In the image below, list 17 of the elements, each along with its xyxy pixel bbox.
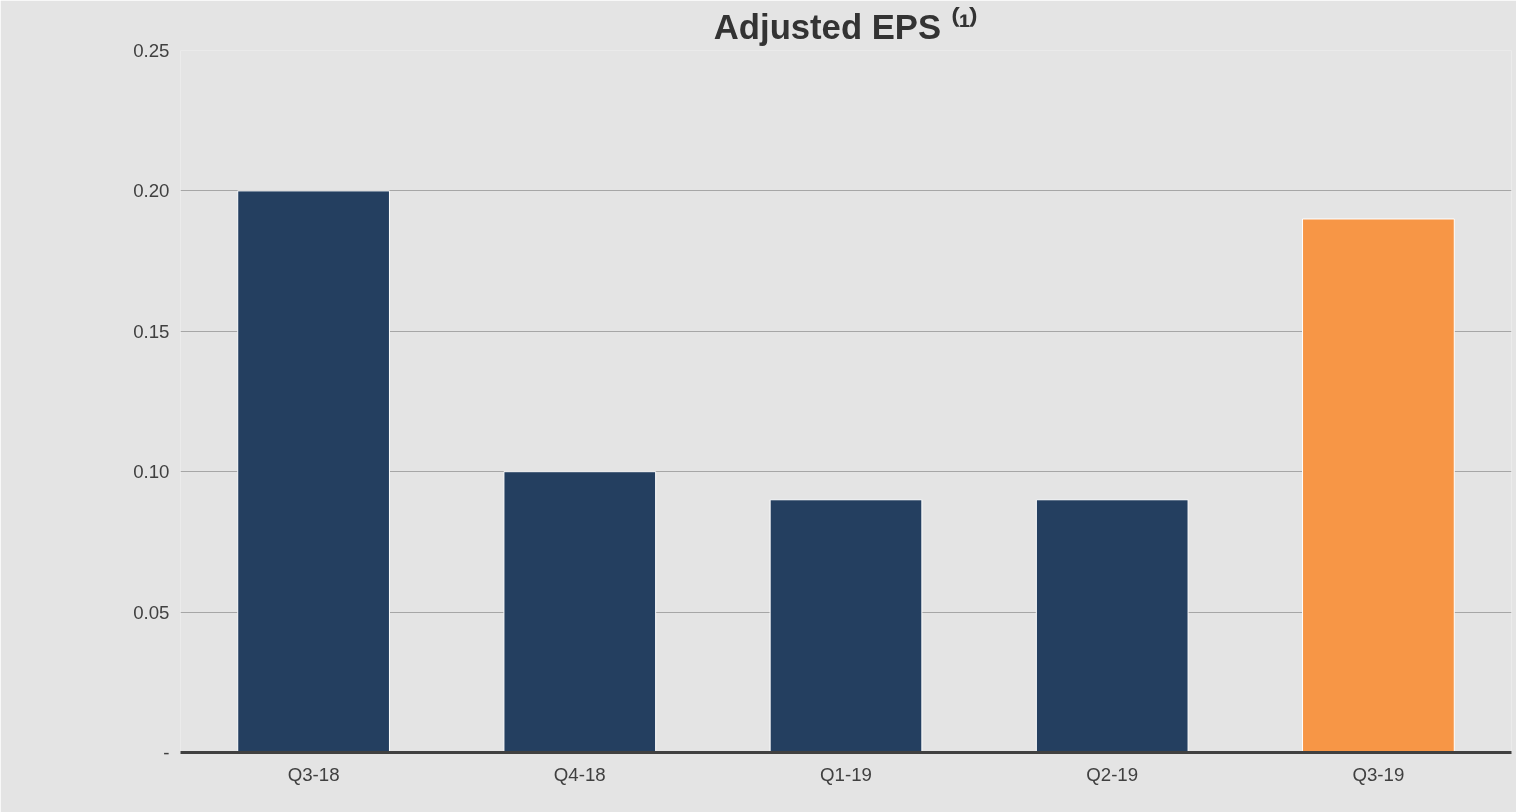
y-tick-label: 0.25: [133, 40, 170, 61]
x-tick-label: Q2-19: [1086, 763, 1139, 785]
x-tick-label: Q3-18: [287, 763, 340, 785]
y-tick-label: 0.05: [133, 601, 170, 623]
y-tick-label: -: [163, 742, 170, 763]
y-tick-label: 0.10: [133, 461, 170, 483]
bar: [769, 499, 923, 753]
x-tick-label: Q4-18: [553, 763, 606, 785]
bar: [237, 190, 390, 753]
bar: [1302, 218, 1455, 753]
bar: [503, 471, 657, 753]
x-tick-label: Q1-19: [820, 763, 872, 785]
y-tick-label: 0.20: [133, 180, 170, 202]
x-tick-label: Q3-19: [1352, 763, 1405, 785]
y-tick-label: 0.15: [133, 320, 170, 342]
bar: [1035, 499, 1189, 753]
chart-title: Adjusted EPS ⁽¹⁾: [713, 6, 979, 46]
